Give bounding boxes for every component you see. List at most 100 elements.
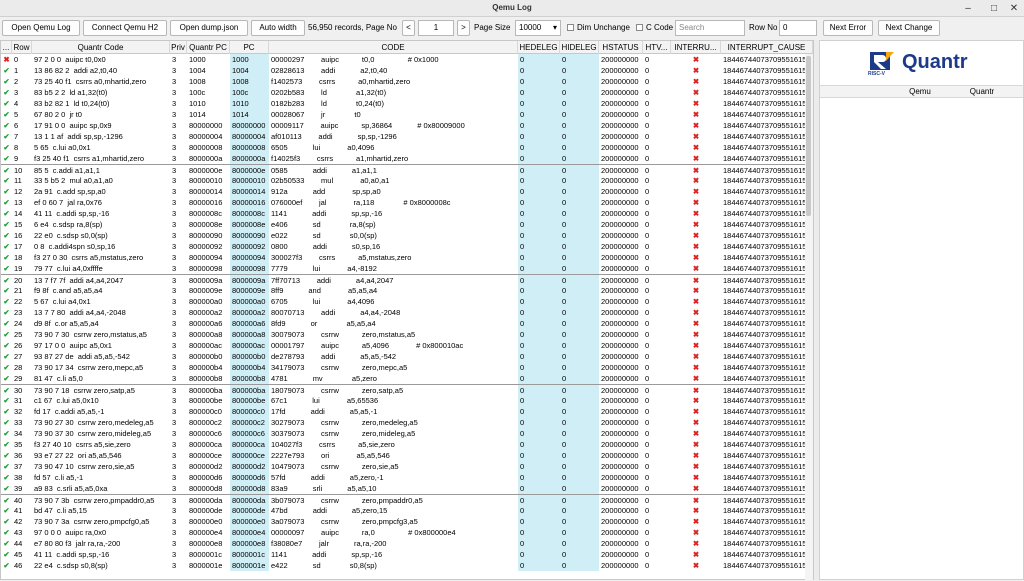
dim-unchange-checkbox[interactable] <box>567 24 574 31</box>
page-size-select[interactable]: 10000 ▾ <box>515 20 561 36</box>
header-quantr[interactable]: Quantr <box>969 87 995 96</box>
table-row[interactable]: ✔ 33 73 90 27 30 csrrw zero,medeleg,a5 3 800… <box>1 417 813 428</box>
vertical-scrollbar[interactable] <box>805 54 813 580</box>
table-row[interactable]: ✔ 20 13 7 f7 7f addi a4,a4,2047 3 8000009a 80… <box>1 274 813 286</box>
c-code-checkbox[interactable] <box>636 24 643 31</box>
row-number: 6 <box>14 121 19 130</box>
code-cell: 00000297 auipc t0,0 # 0x1000 <box>271 55 439 64</box>
table-row[interactable]: ✔ 45 41 11 c.addi sp,sp,-16 3 8000001c 800000… <box>1 549 813 560</box>
table-row[interactable]: ✔ 46 22 e4 c.sdsp s0,8(sp) 3 8000001e 8000001… <box>1 560 813 571</box>
table-row[interactable]: ✔ 8 5 65 c.lui a0,0x1 3 80000008 80000008 6505… <box>1 142 813 153</box>
hideleg-cell: 0 <box>560 296 599 307</box>
table-row[interactable]: ✔ 26 97 17 0 0 auipc a5,0x1 3 800000ac 800000… <box>1 340 813 351</box>
table-row[interactable]: ✔ 29 81 47 c.li a5,0 3 800000b8 800000b8 4781 … <box>1 373 813 384</box>
header-htvec[interactable]: HTV... <box>643 41 671 54</box>
table-row[interactable]: ✔ 12 2a 91 c.add sp,sp,a0 3 80000014 80000014… <box>1 186 813 197</box>
header-interrupt[interactable]: INTERRU... <box>671 41 721 54</box>
table-row[interactable]: ✔ 27 93 87 27 de addi a5,a5,-542 3 800000b0 8… <box>1 351 813 362</box>
table-row[interactable]: ✔ 43 97 0 0 0 auipc ra,0x0 3 800000e4 800000e… <box>1 527 813 538</box>
table-row[interactable]: ✔ 21 f9 8f c.and a5,a5,a4 3 8000009e 8000009e… <box>1 285 813 296</box>
hstatus-cell: 200000000 <box>601 88 639 97</box>
pc-cell: 80000000 <box>230 120 269 131</box>
table-row[interactable]: ✔ 41 bd 47 c.li a5,15 3 800000de 800000de 47bd… <box>1 505 813 516</box>
close-icon[interactable]: ✕ <box>1009 3 1019 14</box>
table-row[interactable]: ✔ 40 73 90 7 3b csrrw zero,pmpaddr0,a5 3 800… <box>1 494 813 506</box>
table-row[interactable]: ✔ 3 83 b5 2 2 ld a1,32(t0) 3 100c 100c 0202b58… <box>1 87 813 98</box>
header-code[interactable]: CODE <box>269 41 518 54</box>
table-row[interactable]: ✔ 9 f3 25 40 f1 csrrs a1,mhartid,zero 3 8000… <box>1 153 813 164</box>
table-row[interactable]: ✔ 22 5 67 c.lui a4,0x1 3 800000a0 800000a0 670… <box>1 296 813 307</box>
code-cell: 0800 addi s0,sp,16 <box>271 242 381 251</box>
table-row[interactable]: ✔ 39 a9 83 c.srli a5,a5,0xa 3 800000d8 800000… <box>1 483 813 494</box>
table-row[interactable]: ✔ 2 73 25 40 f1 csrrs a0,mhartid,zero 3 1008… <box>1 76 813 87</box>
table-row[interactable]: ✔ 24 d9 8f c.or a5,a5,a4 3 800000a6 800000a6 8… <box>1 318 813 329</box>
log-table[interactable]: ... Row Quantr Code Priv Quantr PC PC CO… <box>0 40 814 580</box>
open-qemu-log-button[interactable]: Open Qemu Log <box>2 20 80 36</box>
header-interrupt-cause[interactable]: INTERRUPT_CAUSE <box>721 41 813 54</box>
row-number: 3 <box>14 88 19 97</box>
table-row[interactable]: ✔ 38 fd 57 c.li a5,-1 3 800000d6 800000d6 57fd… <box>1 472 813 483</box>
table-row[interactable]: ✔ 37 73 90 47 10 csrrw zero,sie,a5 3 800000d… <box>1 461 813 472</box>
table-row[interactable]: ✔ 36 93 e7 27 22 ori a5,a5,546 3 800000ce 800… <box>1 450 813 461</box>
table-row[interactable]: ✔ 5 67 80 2 0 jr t0 3 1014 1014 00028067 jr t0… <box>1 109 813 120</box>
table-row[interactable]: ✔ 4 83 b2 82 1 ld t0,24(t0) 3 1010 1010 0182b2… <box>1 98 813 109</box>
hideleg-cell: 0 <box>560 538 599 549</box>
connect-qemu-h2-button[interactable]: Connect Qemu H2 <box>83 20 167 36</box>
header-quantr-pc[interactable]: Quantr PC <box>187 41 230 54</box>
table-row[interactable]: ✔ 28 73 90 17 34 csrrw zero,mepc,a5 3 800000… <box>1 362 813 373</box>
table-row[interactable]: ✔ 18 f3 27 0 30 csrrs a5,mstatus,zero 3 8000… <box>1 252 813 263</box>
interrupt-x-icon: ✖ <box>692 276 700 285</box>
table-row[interactable]: ✔ 35 f3 27 40 10 csrrs a5,sie,zero 3 800000c… <box>1 439 813 450</box>
header-pc[interactable]: PC <box>230 41 269 54</box>
header-row[interactable]: Row <box>12 41 32 54</box>
header-status[interactable]: ... <box>1 41 12 54</box>
next-page-button[interactable]: > <box>457 20 470 36</box>
auto-width-button[interactable]: Auto width <box>251 20 305 36</box>
header-hstatus[interactable]: HSTATUS <box>599 41 643 54</box>
check-icon: ✔ <box>3 528 10 537</box>
table-row[interactable]: ✔ 19 79 77 c.lui a4,0xffffe 3 80000098 800000… <box>1 263 813 274</box>
header-hedeleg[interactable]: HEDELEG <box>518 41 560 54</box>
next-error-button[interactable]: Next Error <box>823 20 873 36</box>
prev-page-button[interactable]: < <box>402 20 415 36</box>
header-quantr-code[interactable]: Quantr Code <box>32 41 170 54</box>
table-row[interactable]: ✔ 23 13 7 7 80 addi a4,a4,-2048 3 800000a2 80… <box>1 307 813 318</box>
quantr-pc-cell: 1014 <box>189 110 206 119</box>
search-input[interactable]: Search <box>675 20 745 36</box>
table-row[interactable]: ✔ 32 fd 17 c.addi a5,a5,-1 3 800000c0 800000c… <box>1 406 813 417</box>
header-qemu[interactable]: Qemu <box>909 87 931 96</box>
table-row[interactable]: ✔ 34 73 90 37 30 csrrw zero,mideleg,a5 3 800… <box>1 428 813 439</box>
interrupt-cause-cell: 18446744073709551615 <box>723 121 807 130</box>
header-priv[interactable]: Priv <box>170 41 187 54</box>
table-row[interactable]: ✔ 31 c1 67 c.lui a5,0x10 3 800000be 800000be 6… <box>1 395 813 406</box>
scrollbar-thumb[interactable] <box>806 56 811 216</box>
check-icon: ✔ <box>3 264 10 273</box>
table-row[interactable]: ✔ 25 73 90 7 30 csrrw zero,mstatus,a5 3 8000… <box>1 329 813 340</box>
table-row[interactable]: ✔ 1 13 86 82 2 addi a2,t0,40 3 1004 1004 02828… <box>1 65 813 76</box>
table-row[interactable]: ✔ 17 0 8 c.addi4spn s0,sp,16 3 80000092 80000… <box>1 241 813 252</box>
table-row[interactable]: ✔ 10 85 5 c.addi a1,a1,1 3 8000000e 8000000e 0… <box>1 164 813 176</box>
table-row[interactable]: ✔ 11 33 5 b5 2 mul a0,a1,a0 3 80000010 800000… <box>1 175 813 186</box>
table-row[interactable]: ✔ 16 22 e0 c.sdsp s0,0(sp) 3 80000090 8000009… <box>1 230 813 241</box>
header-hideleg[interactable]: HIDELEG <box>560 41 599 54</box>
table-row[interactable]: ✔ 42 73 90 7 3a csrrw zero,pmpcfg0,a5 3 8000… <box>1 516 813 527</box>
row-number: 28 <box>14 363 23 372</box>
next-change-button[interactable]: Next Change <box>878 20 940 36</box>
table-row[interactable]: ✔ 7 13 1 1 af addi sp,sp,-1296 3 80000004 800… <box>1 131 813 142</box>
table-row[interactable]: ✔ 13 ef 0 60 7 jal ra,0x76 3 80000016 8000001… <box>1 197 813 208</box>
table-row[interactable]: ✔ 14 41 11 c.addi sp,sp,-16 3 8000008c 800000… <box>1 208 813 219</box>
page-no-input[interactable]: 1 <box>418 20 454 36</box>
maximize-icon[interactable]: □ <box>990 3 998 14</box>
table-row[interactable]: ✔ 15 6 e4 c.sdsp ra,8(sp) 3 8000008e 8000008e… <box>1 219 813 230</box>
open-dump-json-button[interactable]: Open dump.json <box>170 20 248 36</box>
priv-cell: 3 <box>172 242 177 251</box>
minimize-icon[interactable]: – <box>965 3 971 14</box>
table-row[interactable]: ✔ 6 17 91 0 0 auipc sp,0x9 3 80000000 8000000… <box>1 120 813 131</box>
table-row[interactable]: ✔ 30 73 90 7 18 csrrw zero,satp,a5 3 800000b… <box>1 384 813 396</box>
table-row[interactable]: ✔ 44 e7 80 80 f3 jalr ra,ra,-200 3 800000e8 8… <box>1 538 813 549</box>
panel-splitter[interactable] <box>814 40 819 580</box>
quantr-code-cell: c1 67 c.lui a5,0x10 <box>34 396 99 405</box>
row-no-input[interactable]: 0 <box>779 20 817 36</box>
code-cell: 30379073 csrrw zero,mideleg,a5 <box>271 429 416 438</box>
table-row[interactable]: ✖ 0 97 2 0 0 auipc t0,0x0 3 1000 1000 00000297… <box>1 54 813 65</box>
